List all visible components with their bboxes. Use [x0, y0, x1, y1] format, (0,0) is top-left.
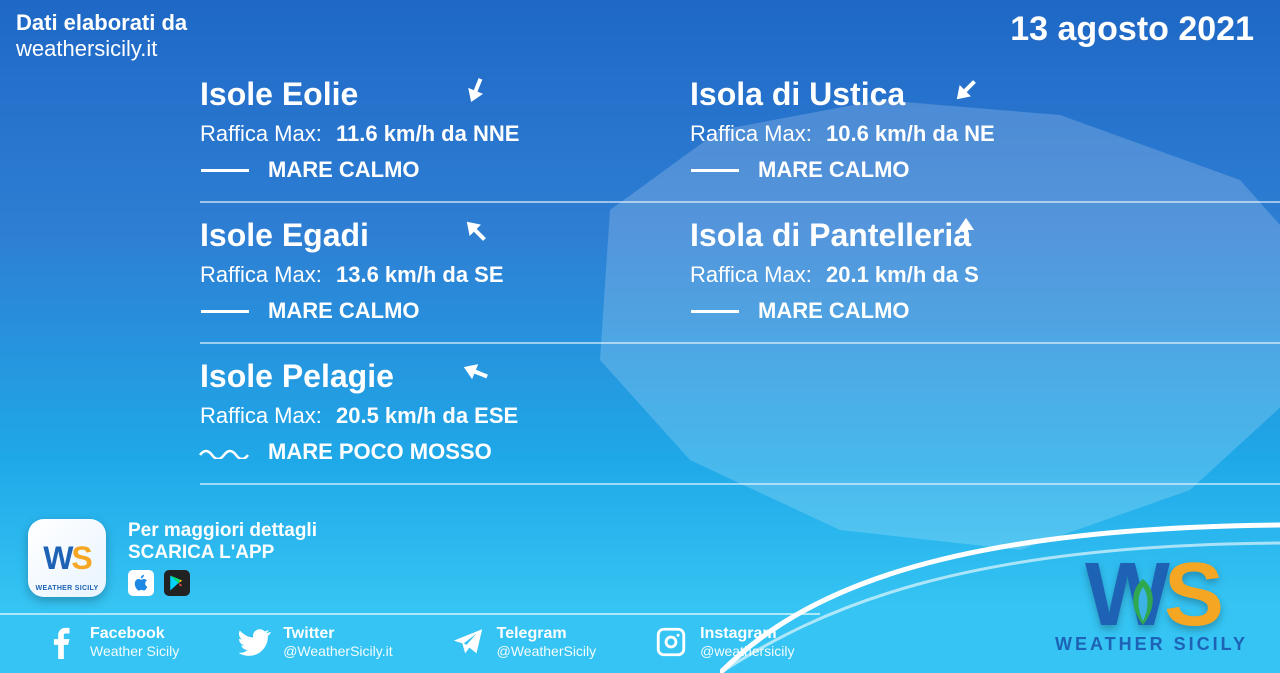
- source-block: Dati elaborati da weathersicily.it: [16, 10, 187, 62]
- tg-icon: [451, 625, 485, 659]
- wind-arrow-icon: [460, 215, 492, 247]
- sea-state-icon: [690, 310, 740, 313]
- sea-row: MARE CALMO: [200, 298, 680, 324]
- island-card-isole-egadi: Isole Egadi Raffica Max: 13.6 km/h da SE…: [200, 203, 690, 342]
- social-tw[interactable]: Twitter @WeatherSicily.it: [237, 625, 392, 659]
- fb-icon: [44, 625, 78, 659]
- island-card-isola-di-ustica: Isola di Ustica Raffica Max: 10.6 km/h d…: [690, 62, 1180, 201]
- socials-bar: Facebook Weather Sicily Twitter @Weather…: [0, 613, 820, 673]
- social-name: Telegram: [497, 625, 597, 643]
- sea-row: MARE POCO MOSSO: [200, 439, 680, 465]
- ig-icon: [654, 625, 688, 659]
- gust-value: 20.5 km/h da ESE: [336, 403, 518, 428]
- islands-grid: Isole Eolie Raffica Max: 11.6 km/h da NN…: [0, 62, 1280, 485]
- brand-name: WEATHER SICILY: [1055, 634, 1248, 655]
- source-label: Dati elaborati da: [16, 10, 187, 36]
- promo-line2: SCARICA L'APP: [128, 542, 317, 564]
- social-name: Facebook: [90, 625, 179, 643]
- wind-arrow-icon: [460, 74, 492, 106]
- island-card-isola-di-pantelleria: Isola di Pantelleria Raffica Max: 20.1 k…: [690, 203, 1180, 342]
- sea-state-icon: [200, 439, 250, 465]
- gust-row: Raffica Max: 20.5 km/h da ESE: [200, 403, 680, 429]
- app-logo: WS WEATHER SICILY: [28, 519, 106, 597]
- promo-line1: Per maggiori dettagli: [128, 520, 317, 542]
- island-name: Isole Pelagie: [200, 358, 680, 395]
- gust-row: Raffica Max: 11.6 km/h da NNE: [200, 121, 680, 147]
- sea-row: MARE CALMO: [200, 157, 680, 183]
- social-handle: Weather Sicily: [90, 643, 179, 659]
- social-name: Instagram: [700, 625, 794, 643]
- gust-label: Raffica Max:: [200, 121, 322, 146]
- social-handle: @weathersicily: [700, 643, 794, 659]
- sea-state: MARE CALMO: [268, 298, 420, 324]
- app-promo: WS WEATHER SICILY Per maggiori dettagli …: [0, 509, 317, 607]
- appstore-badge[interactable]: [128, 570, 154, 596]
- island-name: Isola di Pantelleria: [690, 217, 1170, 254]
- sea-state-icon: [200, 310, 250, 313]
- island-card-isole-pelagie: Isole Pelagie Raffica Max: 20.5 km/h da …: [200, 344, 690, 483]
- social-fb[interactable]: Facebook Weather Sicily: [44, 625, 179, 659]
- gust-label: Raffica Max:: [690, 262, 812, 287]
- sea-state-icon: [200, 169, 250, 172]
- tw-icon: [237, 625, 271, 659]
- sea-state: MARE CALMO: [268, 157, 420, 183]
- wind-arrow-icon: [950, 215, 982, 247]
- sea-row: MARE CALMO: [690, 298, 1170, 324]
- social-handle: @WeatherSicily.it: [283, 643, 392, 659]
- island-card-isole-eolie: Isole Eolie Raffica Max: 11.6 km/h da NN…: [200, 62, 690, 201]
- gust-label: Raffica Max:: [690, 121, 812, 146]
- forecast-date: 13 agosto 2021: [1010, 10, 1254, 49]
- gust-value: 11.6 km/h da NNE: [336, 121, 519, 146]
- social-handle: @WeatherSicily: [497, 643, 597, 659]
- island-name: Isole Egadi: [200, 217, 680, 254]
- gust-row: Raffica Max: 10.6 km/h da NE: [690, 121, 1170, 147]
- gust-label: Raffica Max:: [200, 262, 322, 287]
- gust-value: 10.6 km/h da NE: [826, 121, 995, 146]
- wind-arrow-icon: [460, 356, 492, 388]
- gust-row: Raffica Max: 13.6 km/h da SE: [200, 262, 680, 288]
- sea-state: MARE CALMO: [758, 157, 910, 183]
- source-site: weathersicily.it: [16, 36, 187, 62]
- gust-row: Raffica Max: 20.1 km/h da S: [690, 262, 1170, 288]
- gust-label: Raffica Max:: [200, 403, 322, 428]
- sea-state: MARE POCO MOSSO: [268, 439, 492, 465]
- gust-value: 13.6 km/h da SE: [336, 262, 504, 287]
- island-name: Isole Eolie: [200, 76, 680, 113]
- social-name: Twitter: [283, 625, 392, 643]
- playstore-badge[interactable]: [164, 570, 190, 596]
- social-ig[interactable]: Instagram @weathersicily: [654, 625, 794, 659]
- leaf-icon: [1123, 577, 1163, 627]
- brand-logo: WS WEATHER SICILY: [1055, 555, 1248, 655]
- sea-state: MARE CALMO: [758, 298, 910, 324]
- gust-value: 20.1 km/h da S: [826, 262, 979, 287]
- sea-row: MARE CALMO: [690, 157, 1170, 183]
- wind-arrow-icon: [950, 74, 982, 106]
- social-tg[interactable]: Telegram @WeatherSicily: [451, 625, 597, 659]
- sea-state-icon: [690, 169, 740, 172]
- island-name: Isola di Ustica: [690, 76, 1170, 113]
